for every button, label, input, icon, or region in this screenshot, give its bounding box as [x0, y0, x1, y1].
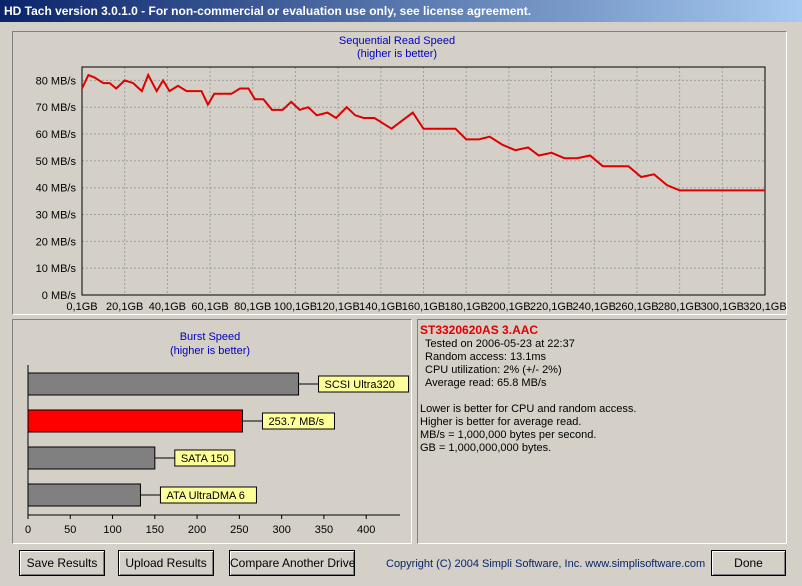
bar-label: SATA 150 [181, 453, 229, 465]
y-tick-label: 20 MB/s [36, 236, 77, 248]
x-tick-label: 240,1GB [573, 301, 616, 313]
x-tick-label: 220,1GB [530, 301, 573, 313]
copyright-text: Copyright (C) 2004 Simpli Software, Inc.… [386, 558, 706, 570]
window-title: HD Tach version 3.0.1.0 - For non-commer… [0, 0, 802, 22]
y-tick-label: 0 MB/s [42, 290, 77, 302]
burst-chart-subtitle: (higher is better) [170, 345, 250, 357]
x-tick-label: 350 [315, 524, 333, 536]
x-tick-label: 0 [25, 524, 31, 536]
bar-label: ATA UltraDMA 6 [166, 490, 244, 502]
x-tick-label: 50 [64, 524, 76, 536]
burst-chart-title: Burst Speed [180, 331, 241, 343]
y-tick-label: 50 MB/s [36, 156, 77, 168]
x-tick-label: 80,1GB [234, 301, 271, 313]
x-tick-label: 280,1GB [658, 301, 701, 313]
x-tick-label: 260,1GB [615, 301, 658, 313]
y-tick-label: 40 MB/s [36, 183, 77, 195]
bar-label: SCSI Ultra320 [325, 379, 395, 391]
x-tick-label: 400 [357, 524, 375, 536]
bar-label: 253.7 MB/s [268, 416, 324, 428]
bar-label-box [174, 449, 236, 467]
x-tick-label: 120,1GB [316, 301, 359, 313]
x-tick-label: 200,1GB [487, 301, 530, 313]
read-speed-line [81, 72, 765, 192]
x-tick-label: 0,1GB [66, 301, 97, 313]
sequential-read-chart: Sequential Read Speed (higher is better)… [36, 35, 787, 313]
upload-results-button[interactable]: Upload Results [118, 550, 214, 576]
random-access-stat: Random access: 13.1ms [425, 351, 547, 363]
cpu-utilization-stat: CPU utilization: 2% (+/- 2%) [425, 364, 562, 376]
burst-bar [27, 409, 243, 433]
done-button[interactable]: Done [711, 550, 786, 576]
burst-speed-chart: Burst Speed (higher is better) SCSI Ultr… [25, 331, 410, 536]
y-tick-label: 80 MB/s [36, 75, 77, 87]
y-tick-label: 70 MB/s [36, 102, 77, 114]
x-tick-label: 180,1GB [444, 301, 487, 313]
burst-bar [27, 483, 141, 507]
y-tick-label: 10 MB/s [36, 263, 77, 275]
x-tick-label: 300,1GB [701, 301, 744, 313]
seq-plot-frame [81, 66, 766, 296]
seq-chart-subtitle: (higher is better) [357, 48, 437, 60]
x-tick-label: 300 [272, 524, 290, 536]
burst-bar [27, 372, 300, 396]
note-line: Higher is better for average read. [420, 416, 582, 428]
bar-label-box [261, 412, 335, 430]
burst-speed-panel [12, 319, 412, 544]
x-tick-label: 60,1GB [191, 301, 228, 313]
x-tick-label: 100,1GB [274, 301, 317, 313]
bar-label-box [159, 486, 257, 504]
average-read-stat: Average read: 65.8 MB/s [425, 377, 547, 389]
note-line: Lower is better for CPU and random acces… [420, 403, 637, 415]
x-tick-label: 320,1GB [743, 301, 786, 313]
sequential-read-panel [12, 31, 787, 315]
x-tick-label: 200 [188, 524, 206, 536]
note-line: GB = 1,000,000,000 bytes. [420, 442, 552, 454]
test-date: Tested on 2006-05-23 at 22:37 [425, 338, 575, 350]
x-tick-label: 100 [103, 524, 121, 536]
x-tick-label: 140,1GB [359, 301, 402, 313]
y-tick-label: 60 MB/s [36, 129, 77, 141]
bar-label-box [318, 375, 410, 393]
results-info-panel [417, 319, 787, 544]
compare-drive-button[interactable]: Compare Another Drive [229, 550, 355, 576]
drive-model: ST3320620AS 3.AAC [420, 323, 539, 337]
burst-bar [27, 446, 156, 470]
x-tick-label: 20,1GB [106, 301, 143, 313]
x-tick-label: 150 [146, 524, 164, 536]
x-tick-label: 160,1GB [402, 301, 445, 313]
note-line: MB/s = 1,000,000 bytes per second. [420, 429, 597, 441]
seq-chart-title: Sequential Read Speed [339, 35, 455, 47]
x-tick-label: 40,1GB [149, 301, 186, 313]
x-tick-label: 250 [230, 524, 248, 536]
y-tick-label: 30 MB/s [36, 210, 77, 222]
save-results-button[interactable]: Save Results [19, 550, 105, 576]
